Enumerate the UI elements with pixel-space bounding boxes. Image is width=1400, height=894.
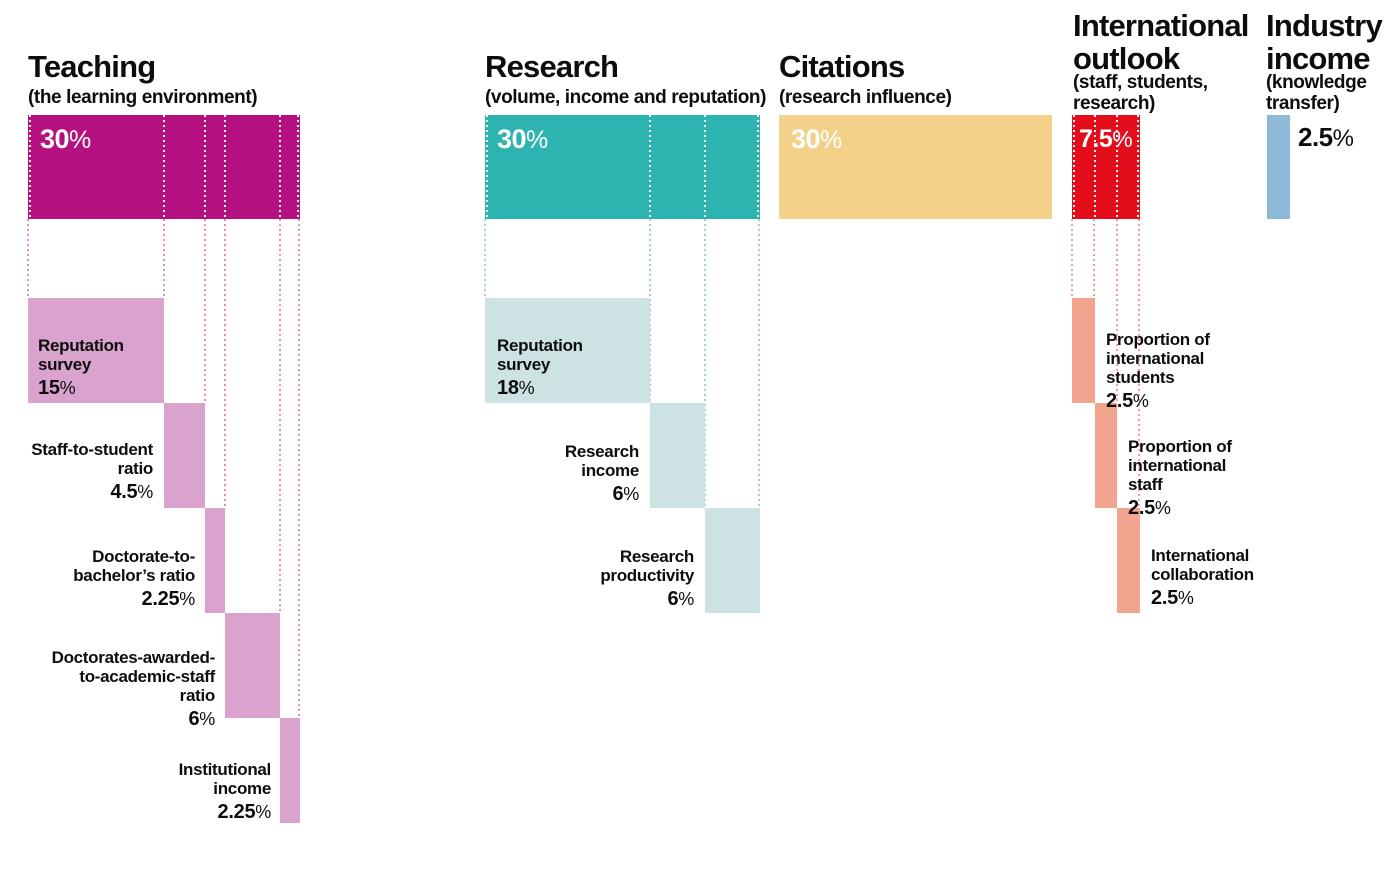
research-divider-line [486, 115, 488, 219]
teaching-weight-bar [28, 115, 300, 219]
industry-subtitle: (knowledge transfer) [1266, 72, 1367, 114]
research-guide-line [758, 219, 760, 508]
teaching-label-doctorates-awarded-ratio: Doctorates-awarded- to-academic-staff ra… [15, 629, 216, 748]
research-value-research-productivity: 6% [667, 588, 694, 610]
international-guide-line [1116, 219, 1118, 403]
international-label-international-collaboration: International collaboration 2.5% [1151, 527, 1321, 627]
research-sub-bar-research-productivity [705, 508, 760, 613]
teaching-sub-bar-doctorates-awarded-ratio [225, 613, 280, 718]
citations-title: Citations [779, 49, 905, 84]
research-guide-line [649, 219, 651, 403]
teaching-label-staff-to-student-ratio: Staff-to-student ratio 4.5% [13, 421, 153, 521]
teaching-guide-line [204, 219, 206, 403]
citations-weight-bar [779, 115, 1052, 219]
research-divider-line [649, 115, 651, 219]
international-label-international-students: Proportion of international students 2.5… [1106, 311, 1266, 430]
research-guide-line [484, 219, 486, 298]
teaching-label-institutional-income: Institutional income 2.25% [111, 741, 272, 841]
teaching-subtitle: (the learning environment) [28, 87, 258, 108]
teaching-label-doctorate-to-bachelors-ratio: Doctorate-to- bachelor’s ratio 2.25% [35, 528, 195, 628]
teaching-divider-line [29, 115, 31, 219]
international-weight-value: 7.5% [1079, 125, 1133, 153]
international-value-international-staff: 2.5% [1128, 497, 1171, 519]
international-sub-bar-international-students [1072, 298, 1095, 403]
teaching-divider-line [279, 115, 281, 219]
industry-title: Industry income [1266, 8, 1383, 76]
international-title: International outlook [1073, 8, 1249, 76]
international-divider-line [1116, 115, 1118, 219]
international-guide-line [1138, 219, 1140, 508]
research-value-reputation-survey: 18% [497, 377, 535, 399]
teaching-value-institutional-income: 2.25% [217, 801, 272, 823]
research-sub-bar-reputation-survey [485, 298, 650, 403]
teaching-divider-line [297, 115, 299, 219]
research-value-research-income: 6% [612, 483, 639, 505]
international-divider-line [1137, 115, 1139, 219]
teaching-sub-bar-staff-to-student-ratio [164, 403, 205, 508]
research-weight-bar [485, 115, 760, 219]
teaching-guide-line [279, 219, 281, 613]
international-guide-line [1071, 219, 1073, 298]
teaching-value-reputation-survey: 15% [38, 377, 76, 399]
international-weight-bar [1072, 115, 1140, 219]
teaching-sub-bar-reputation-survey [28, 298, 164, 403]
research-label-research-productivity: Research productivity 6% [494, 528, 694, 628]
teaching-divider-line [224, 115, 226, 219]
international-subtitle: (staff, students, research) [1073, 72, 1208, 114]
research-title: Research [485, 49, 619, 84]
teaching-value-doctorate-to-bachelors-ratio: 2.25% [141, 588, 196, 610]
international-divider-line [1073, 115, 1075, 219]
teaching-title: Teaching [28, 49, 156, 84]
teaching-weight-value: 30% [40, 124, 91, 154]
teaching-sub-bar-institutional-income [280, 718, 300, 823]
research-divider-line [704, 115, 706, 219]
international-label-international-staff: Proportion of international staff 2.5% [1128, 418, 1288, 537]
industry-weight-bar [1267, 115, 1290, 219]
research-sub-bar-research-income [650, 403, 705, 508]
international-guide-line [1093, 219, 1095, 298]
research-weight-value: 30% [497, 124, 548, 154]
international-sub-bar-international-collaboration [1117, 508, 1140, 613]
research-label-research-income: Research income 6% [479, 423, 639, 523]
teaching-guide-line [298, 219, 300, 718]
research-subtitle: (volume, income and reputation) [485, 87, 767, 108]
international-sub-bar-international-staff [1095, 403, 1117, 508]
teaching-guide-line [27, 219, 29, 298]
teaching-label-reputation-survey: Reputation survey 15% [38, 317, 158, 417]
citations-weight-value: 30% [791, 124, 842, 154]
teaching-divider-line [163, 115, 165, 219]
citations-subtitle: (research influence) [779, 87, 952, 108]
international-divider-line [1094, 115, 1096, 219]
teaching-divider-line [204, 115, 206, 219]
teaching-sub-bar-doctorate-to-bachelors-ratio [205, 508, 225, 613]
teaching-guide-line [163, 219, 165, 298]
international-value-international-collaboration: 2.5% [1151, 587, 1194, 609]
international-value-international-students: 2.5% [1106, 390, 1149, 412]
research-label-reputation-survey: Reputation survey 18% [497, 317, 637, 417]
teaching-value-doctorates-awarded-ratio: 6% [188, 708, 215, 730]
teaching-value-staff-to-student-ratio: 4.5% [110, 481, 153, 503]
research-divider-line [757, 115, 759, 219]
industry-weight-value: 2.5% [1298, 122, 1354, 152]
research-guide-line [704, 219, 706, 508]
teaching-guide-line [224, 219, 226, 508]
